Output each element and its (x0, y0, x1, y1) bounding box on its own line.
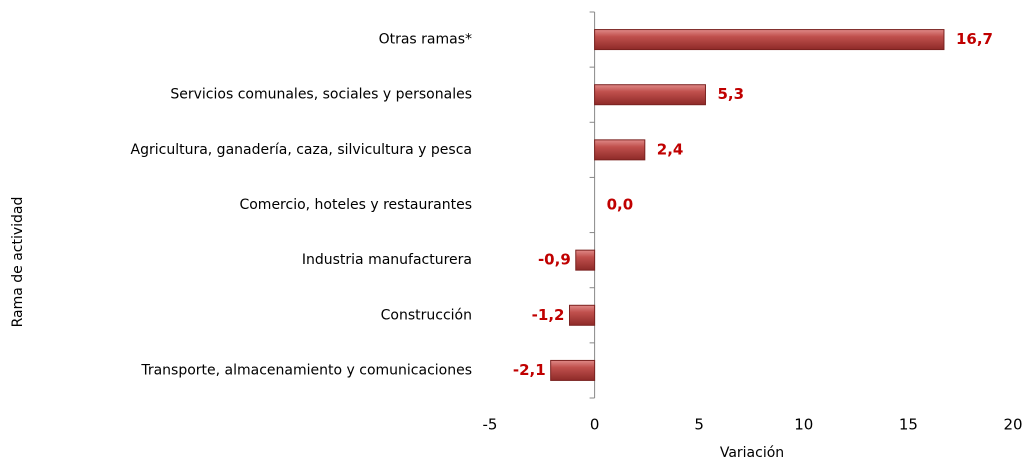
x-tick-label: 20 (1003, 416, 1022, 434)
value-label: 5,3 (717, 85, 744, 103)
bar (575, 249, 596, 271)
value-label: 16,7 (956, 30, 993, 48)
y-tick-label: Transporte, almacenamiento y comunicacio… (140, 362, 472, 378)
bar (594, 139, 646, 161)
y-tick-label: Construcción (381, 307, 472, 323)
bar (594, 29, 945, 51)
y-tick-label: Agricultura, ganadería, caza, silvicultu… (131, 142, 472, 158)
x-tick-label: 0 (590, 416, 600, 434)
bar (550, 359, 596, 381)
x-tick-label: 15 (899, 416, 918, 434)
x-tick-label: 5 (694, 416, 704, 434)
value-label: 0,0 (607, 196, 634, 214)
value-label: -0,9 (538, 251, 571, 269)
y-tick-label: Industria manufacturera (302, 252, 472, 268)
y-axis-label: Rama de actividad (10, 197, 26, 328)
x-axis-label: Variación (720, 445, 784, 461)
y-tick-label: Otras ramas* (379, 32, 472, 48)
bar (568, 304, 596, 326)
value-label: -2,1 (513, 361, 546, 379)
y-tick-label: Servicios comunales, sociales y personal… (170, 87, 472, 103)
bar (594, 84, 706, 106)
x-tick-label: -5 (483, 416, 498, 434)
value-label: -1,2 (532, 306, 565, 324)
value-label: 2,4 (657, 140, 684, 158)
y-tick-label: Comercio, hoteles y restaurantes (239, 197, 472, 213)
x-tick-label: 10 (794, 416, 813, 434)
